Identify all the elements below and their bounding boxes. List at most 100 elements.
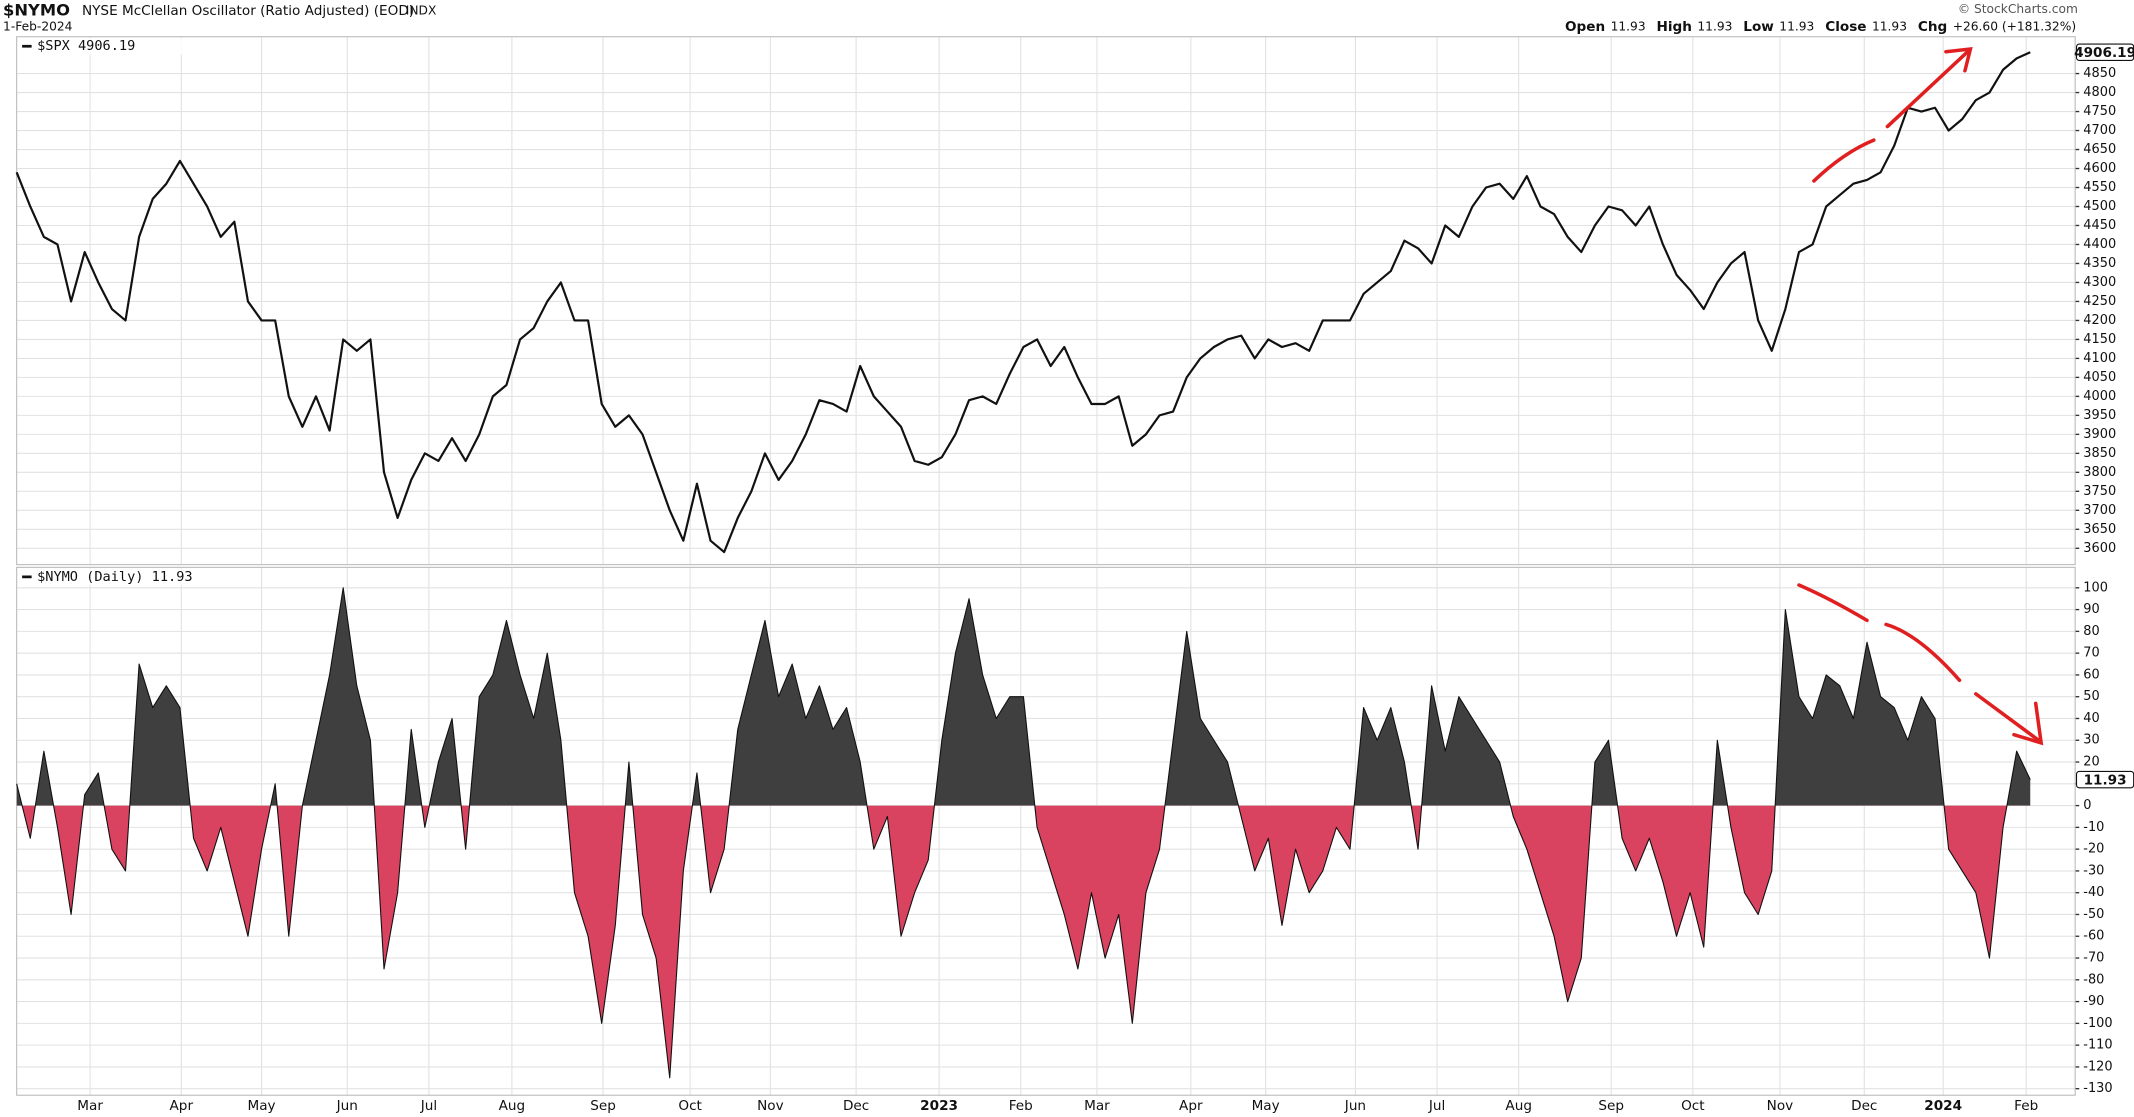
arrow-stroke	[1885, 49, 1970, 129]
quote-value: 11.93	[1872, 20, 1907, 34]
y-tick-label: 3700	[2083, 503, 2116, 518]
y-tick-label: 4400	[2083, 237, 2116, 252]
panel: -130-120-110-100-90-80-70-60-50-40-30-20…	[16, 566, 2134, 1114]
y-tick-label: -80	[2083, 972, 2104, 987]
plot-frame	[16, 36, 2076, 566]
arrow-stroke	[1797, 583, 1869, 623]
line	[15, 51, 2031, 554]
y-tick-label: 4550	[2083, 180, 2116, 195]
quote: Open 11.93 High 11.93 Low 11.93 Close 11.93 Chg +…	[1565, 19, 2076, 35]
arrow-head	[2012, 701, 2044, 746]
y-tick-label: 3950	[2083, 408, 2116, 423]
x-tick-label: Mar	[1084, 1098, 1110, 1114]
quote-value: 11.93	[1779, 20, 1814, 34]
y-tick-label: 40	[2083, 711, 2099, 726]
y-tick-label: 20	[2083, 755, 2099, 770]
line	[16, 587, 2031, 1079]
x-tick-label: Feb	[1009, 1098, 1033, 1114]
panel: 3600 3650 3700 3750 3800 3850 3900 3950 4000 4050…	[15, 36, 2134, 566]
x-tick-label: Sep	[1598, 1098, 1624, 1114]
legend-swatch	[22, 575, 32, 579]
y-tick-label: 4750	[2083, 104, 2116, 119]
y-tick-label: 4250	[2083, 294, 2116, 309]
y-tick-label: 100	[2083, 580, 2108, 595]
legend: $NYMO (Daily) 11.93	[37, 569, 192, 585]
x-tick-label: 2023	[920, 1098, 958, 1114]
y-tick-label: -90	[2083, 994, 2104, 1009]
y-tick-label: 4200	[2083, 313, 2116, 328]
x-tick-label: Dec	[1851, 1098, 1877, 1114]
y-tick-label: 3650	[2083, 522, 2116, 537]
x-tick-label: Aug	[499, 1098, 526, 1114]
x-tick-label: Oct	[1681, 1098, 1705, 1114]
y-tick-label: -70	[2083, 951, 2104, 966]
legend-swatch	[22, 44, 32, 48]
y-tick-label: -50	[2083, 907, 2104, 922]
arrow-stroke	[1884, 622, 1962, 683]
x-tick-label: Apr	[170, 1098, 194, 1114]
x-tick-label: Dec	[843, 1098, 869, 1114]
y-tick-label: 3900	[2083, 427, 2116, 442]
x-tick-label: Aug	[1505, 1098, 1532, 1114]
credit: © StockCharts.com	[1958, 2, 2078, 16]
y-tick-label: 4700	[2083, 123, 2116, 138]
quote-label: High	[1657, 19, 1692, 35]
y-tick-label: 0	[2083, 798, 2091, 813]
y-tick-label: -30	[2083, 863, 2104, 878]
arrow-stroke	[1974, 692, 2041, 742]
indicator-name: NYSE McClellan Oscillator (Ratio Adjuste…	[82, 3, 414, 19]
last-value-label: 11.93	[2084, 772, 2127, 788]
x-tick-label: May	[1252, 1098, 1280, 1114]
y-tick-label: -120	[2083, 1059, 2112, 1074]
y-tick-label: 3600	[2083, 541, 2116, 556]
y-tick-label: 4050	[2083, 370, 2116, 385]
y-tick-label: 4300	[2083, 275, 2116, 290]
y-tick-label: 4350	[2083, 256, 2116, 271]
quote-value: +26.60 (+181.32%)	[1953, 20, 2076, 34]
x-tick-label: Nov	[757, 1098, 784, 1114]
exchange: INDX	[406, 3, 437, 17]
quote-label: Close	[1825, 19, 1866, 35]
quote-label: Low	[1743, 19, 1774, 35]
x-tick-label: Apr	[1179, 1098, 1203, 1114]
annotation	[1797, 46, 2044, 746]
y-tick-label: -10	[2083, 820, 2104, 835]
y-tick-label: 4450	[2083, 218, 2116, 233]
arrow-stroke	[1812, 138, 1876, 183]
quote-value: 11.93	[1611, 20, 1646, 34]
x-tick-label: Jul	[1428, 1098, 1445, 1114]
x-tick-label: May	[248, 1098, 276, 1114]
y-tick-label: 4150	[2083, 332, 2116, 347]
y-tick-label: 4600	[2083, 161, 2116, 176]
y-tick-label: -130	[2083, 1081, 2112, 1096]
y-tick-label: 80	[2083, 624, 2099, 639]
y-tick-label: -40	[2083, 885, 2104, 900]
y-tick-label: 4850	[2083, 66, 2116, 81]
x-tick-label: 2024	[1924, 1098, 1962, 1114]
y-tick-label: 4500	[2083, 199, 2116, 214]
y-tick-label: 70	[2083, 646, 2099, 661]
x-tick-label: Oct	[678, 1098, 702, 1114]
y-tick-label: -100	[2083, 1016, 2112, 1031]
date: 1-Feb-2024	[3, 20, 73, 34]
quote-label: Open	[1565, 19, 1605, 35]
y-tick-label: -20	[2083, 842, 2104, 857]
y-tick-label: 4100	[2083, 351, 2116, 366]
y-tick-label: 3750	[2083, 484, 2116, 499]
legend: $SPX 4906.19	[37, 38, 135, 54]
y-tick-label: 4650	[2083, 142, 2116, 157]
x-tick-label: Jun	[336, 1098, 358, 1114]
x-tick-label: Mar	[77, 1098, 103, 1114]
plot-frame	[16, 566, 2076, 1096]
quote-label: Chg	[1918, 19, 1947, 35]
y-tick-label: 4800	[2083, 85, 2116, 100]
x-tick-label: Jul	[420, 1098, 437, 1114]
x-tick-label: Jun	[1344, 1098, 1366, 1114]
y-tick-label: 4000	[2083, 389, 2116, 404]
symbol: $NYMO	[3, 0, 70, 19]
y-tick-label: -60	[2083, 929, 2104, 944]
y-tick-label: 50	[2083, 689, 2099, 704]
y-tick-label: 30	[2083, 733, 2099, 748]
